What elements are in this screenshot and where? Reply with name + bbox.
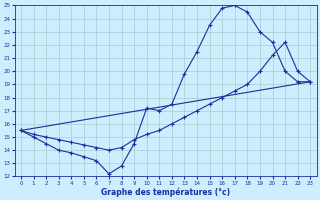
X-axis label: Graphe des températures (°c): Graphe des températures (°c) bbox=[101, 187, 230, 197]
